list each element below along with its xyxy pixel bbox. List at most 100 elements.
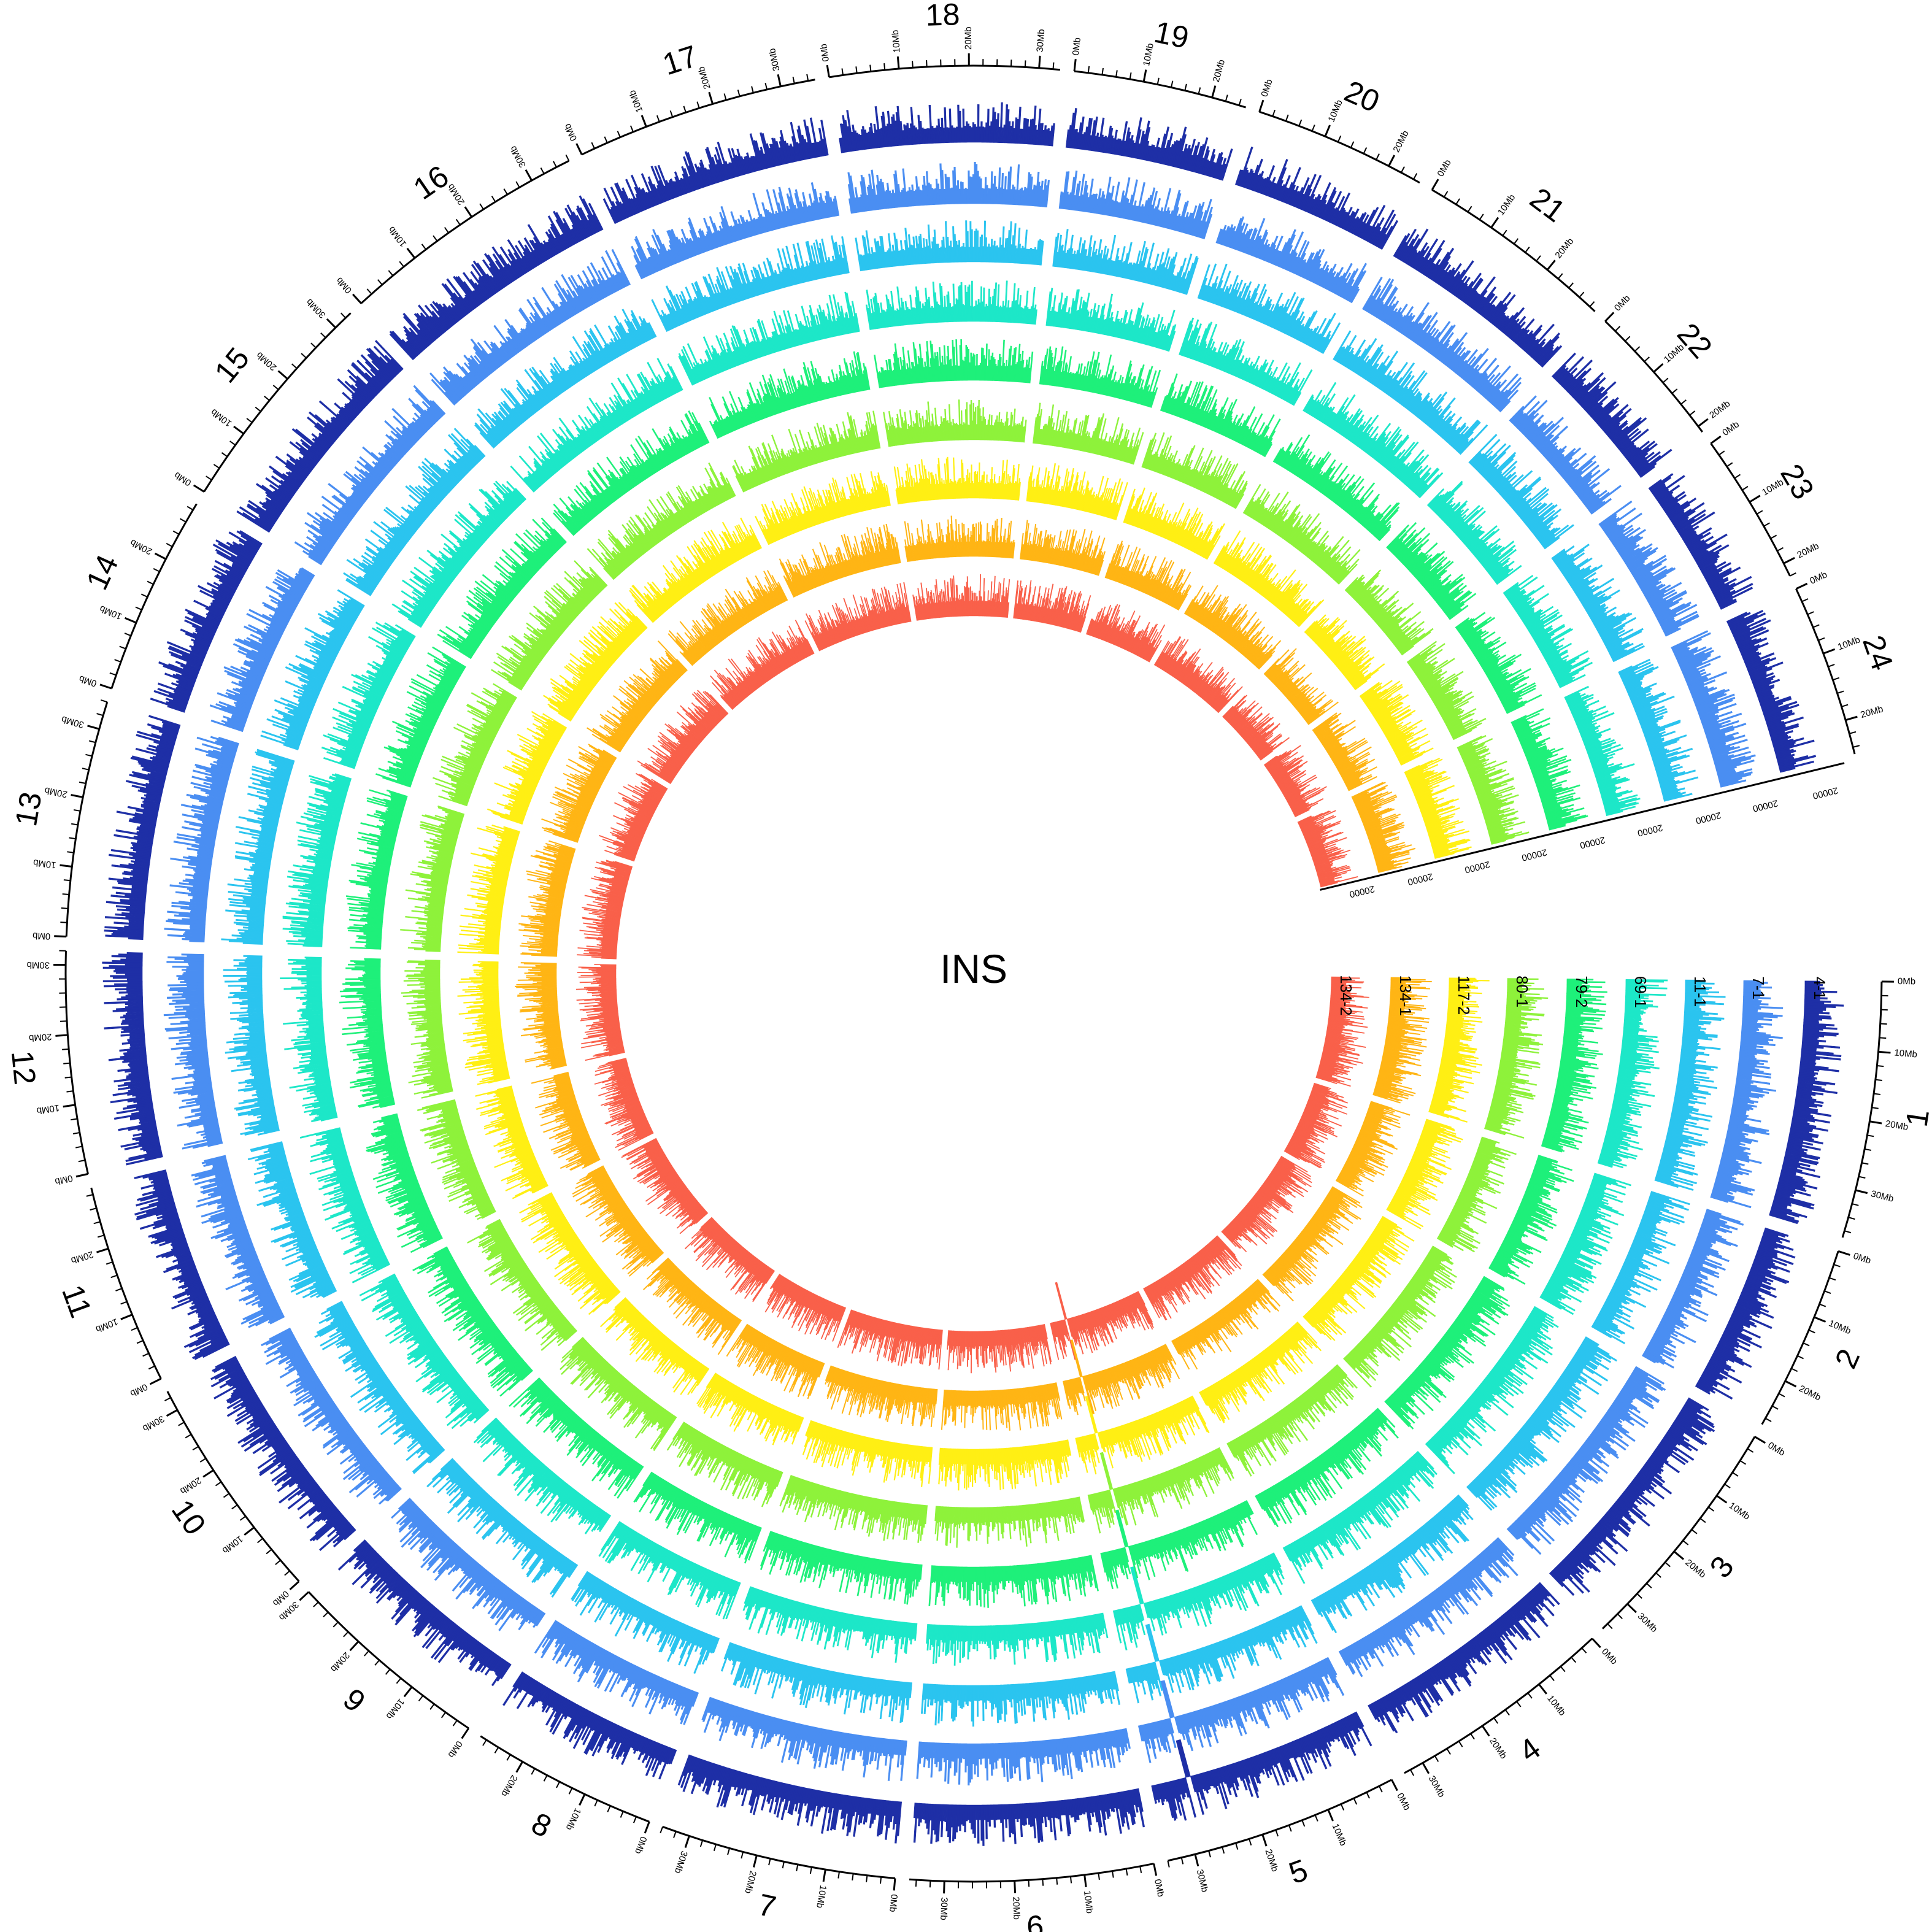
histogram-bars	[883, 399, 1027, 447]
chromosome-arc	[1168, 1779, 1393, 1862]
minor-tick	[1747, 1448, 1754, 1453]
track-label: 11-1	[1691, 976, 1709, 1007]
histogram-bars	[1597, 979, 1668, 1169]
major-tick	[54, 935, 67, 938]
tick-label: 10Mb	[384, 1696, 407, 1721]
histogram-bars	[519, 1192, 621, 1315]
minor-tick	[1852, 1203, 1859, 1206]
histogram-bars	[1075, 1395, 1210, 1475]
minor-tick	[696, 101, 700, 109]
histogram-tracks: 4-1 7-1 11-1 69-1 79-2 80-1 117-2 134-1 134-2	[102, 102, 1844, 1846]
histogram-bars	[191, 1155, 285, 1328]
y-axis-max-label: 20000	[1464, 859, 1491, 875]
minor-tick	[106, 1261, 113, 1265]
tick-label: 0Mb	[1395, 1792, 1412, 1812]
minor-tick	[1607, 1623, 1613, 1630]
tick-label: 0Mb	[1152, 1878, 1166, 1898]
minor-tick	[660, 1826, 663, 1834]
histogram-bars	[1226, 1364, 1358, 1477]
chromosome-label: 15	[208, 341, 256, 390]
histogram-bars	[1333, 330, 1488, 455]
minor-tick	[1479, 214, 1484, 220]
tick-label: 0Mb	[1808, 569, 1829, 587]
major-tick	[1795, 582, 1808, 590]
major-tick	[1211, 85, 1217, 98]
tick-label: 20Mb	[1391, 129, 1411, 154]
minor-tick	[1337, 135, 1342, 142]
chromosome-label: 17	[659, 39, 702, 82]
histogram-bars	[587, 462, 736, 580]
histogram-bars	[804, 582, 912, 652]
minor-tick	[1413, 173, 1418, 180]
chromosome-11: 0Mb 10Mb 20Mb 11	[55, 1187, 162, 1399]
histogram-bars	[1284, 1082, 1348, 1169]
histogram-bars	[677, 1754, 902, 1844]
minor-tick	[1314, 1814, 1318, 1822]
tick-label: 30Mb	[1035, 29, 1047, 53]
histogram-bars	[913, 1788, 1145, 1846]
tick-label: 30Mb	[1870, 1188, 1895, 1204]
histogram-bars	[1426, 480, 1522, 585]
minor-tick	[114, 659, 121, 663]
chromosome-label: 23	[1774, 458, 1821, 505]
minor-tick	[617, 131, 621, 138]
minor-tick	[543, 1775, 548, 1782]
minor-tick	[1376, 153, 1380, 160]
histogram-bars	[941, 1382, 1063, 1431]
histogram-bars	[366, 1113, 443, 1253]
major-tick	[1194, 1853, 1199, 1867]
major-tick	[826, 64, 830, 78]
tick-label: 30Mb	[141, 1414, 166, 1434]
major-tick	[403, 1686, 413, 1698]
minor-tick	[221, 452, 228, 457]
minor-tick	[1861, 1162, 1869, 1165]
histogram-bars	[947, 1324, 1052, 1374]
major-tick	[1390, 1779, 1398, 1792]
major-tick	[1716, 1495, 1728, 1504]
major-tick	[1697, 418, 1709, 428]
y-axis-max-label: 20000	[1349, 883, 1376, 899]
chromosome-label: 18	[925, 0, 960, 33]
histogram-bars	[1262, 1186, 1363, 1302]
minor-tick	[164, 1397, 171, 1402]
histogram-bars	[1026, 463, 1128, 520]
tick-label: 30Mb	[1195, 1868, 1210, 1893]
tick-label: 0Mb	[334, 275, 354, 295]
minor-tick	[1625, 336, 1631, 342]
major-tick	[1546, 260, 1556, 271]
tick-label: 30Mb	[60, 714, 85, 729]
minor-tick	[1734, 474, 1741, 479]
tick-label: 0Mb	[1766, 1440, 1787, 1458]
histogram-bars	[571, 1571, 720, 1674]
track-80-1	[400, 399, 1549, 1548]
tick-label: 0Mb	[1259, 78, 1274, 98]
histogram-bars	[602, 117, 829, 225]
histogram-bars	[926, 1612, 1109, 1666]
major-tick	[299, 1591, 310, 1601]
histogram-bars	[1104, 541, 1192, 611]
tick-label: 10Mb	[890, 29, 902, 53]
histogram-bars	[572, 1165, 664, 1277]
minor-tick	[1549, 1675, 1555, 1681]
minor-tick	[540, 167, 545, 174]
tick-label: 30Mb	[938, 1897, 949, 1920]
chromosome-label: 6	[1025, 1909, 1044, 1932]
histogram-bars	[666, 1422, 783, 1507]
histogram-bars	[490, 560, 608, 691]
minor-tick	[246, 418, 253, 423]
minor-tick	[883, 63, 886, 71]
chromosome-label: 19	[1152, 15, 1192, 55]
tick-label: 20Mb	[1795, 541, 1820, 560]
histogram-bars	[1153, 636, 1243, 714]
histogram-bars	[732, 410, 881, 493]
histogram-bars	[1013, 580, 1091, 633]
tick-label: 20Mb	[1010, 1896, 1022, 1920]
chromosome-label: 8	[526, 1806, 557, 1844]
histogram-bars	[1143, 1235, 1242, 1321]
histogram-bars	[1671, 630, 1756, 788]
major-tick	[1490, 217, 1499, 228]
minor-tick	[1858, 1176, 1866, 1179]
major-tick	[1261, 1834, 1268, 1847]
histogram-bars	[509, 1377, 644, 1499]
